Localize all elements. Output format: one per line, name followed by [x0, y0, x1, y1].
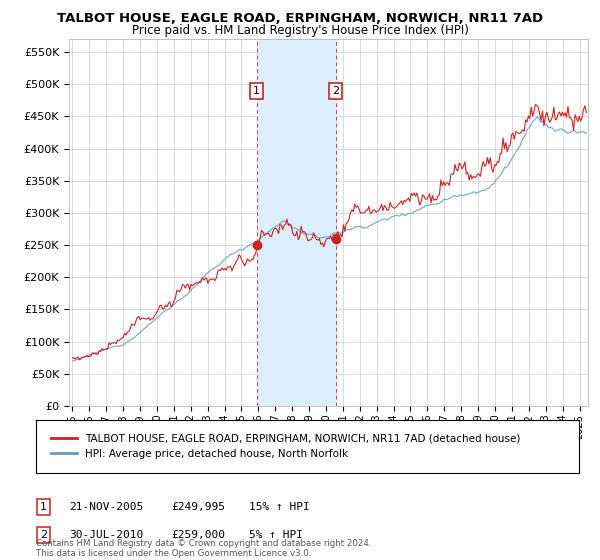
Bar: [257, 39, 336, 406]
Text: Contains HM Land Registry data © Crown copyright and database right 2024.
This d: Contains HM Land Registry data © Crown c…: [36, 539, 371, 558]
Legend: TALBOT HOUSE, EAGLE ROAD, ERPINGHAM, NORWICH, NR11 7AD (detached house), HPI: Av: TALBOT HOUSE, EAGLE ROAD, ERPINGHAM, NOR…: [47, 430, 525, 463]
Text: 2: 2: [332, 86, 340, 96]
Text: Price paid vs. HM Land Registry's House Price Index (HPI): Price paid vs. HM Land Registry's House …: [131, 24, 469, 36]
Text: 30-JUL-2010: 30-JUL-2010: [69, 530, 143, 540]
Text: £249,995: £249,995: [171, 502, 225, 512]
Text: 2: 2: [40, 530, 47, 540]
Text: 1: 1: [253, 86, 260, 96]
Text: 21-NOV-2005: 21-NOV-2005: [69, 502, 143, 512]
Text: 15% ↑ HPI: 15% ↑ HPI: [249, 502, 310, 512]
Text: 5% ↑ HPI: 5% ↑ HPI: [249, 530, 303, 540]
Text: 1: 1: [40, 502, 47, 512]
Text: TALBOT HOUSE, EAGLE ROAD, ERPINGHAM, NORWICH, NR11 7AD: TALBOT HOUSE, EAGLE ROAD, ERPINGHAM, NOR…: [57, 12, 543, 25]
Text: £259,000: £259,000: [171, 530, 225, 540]
